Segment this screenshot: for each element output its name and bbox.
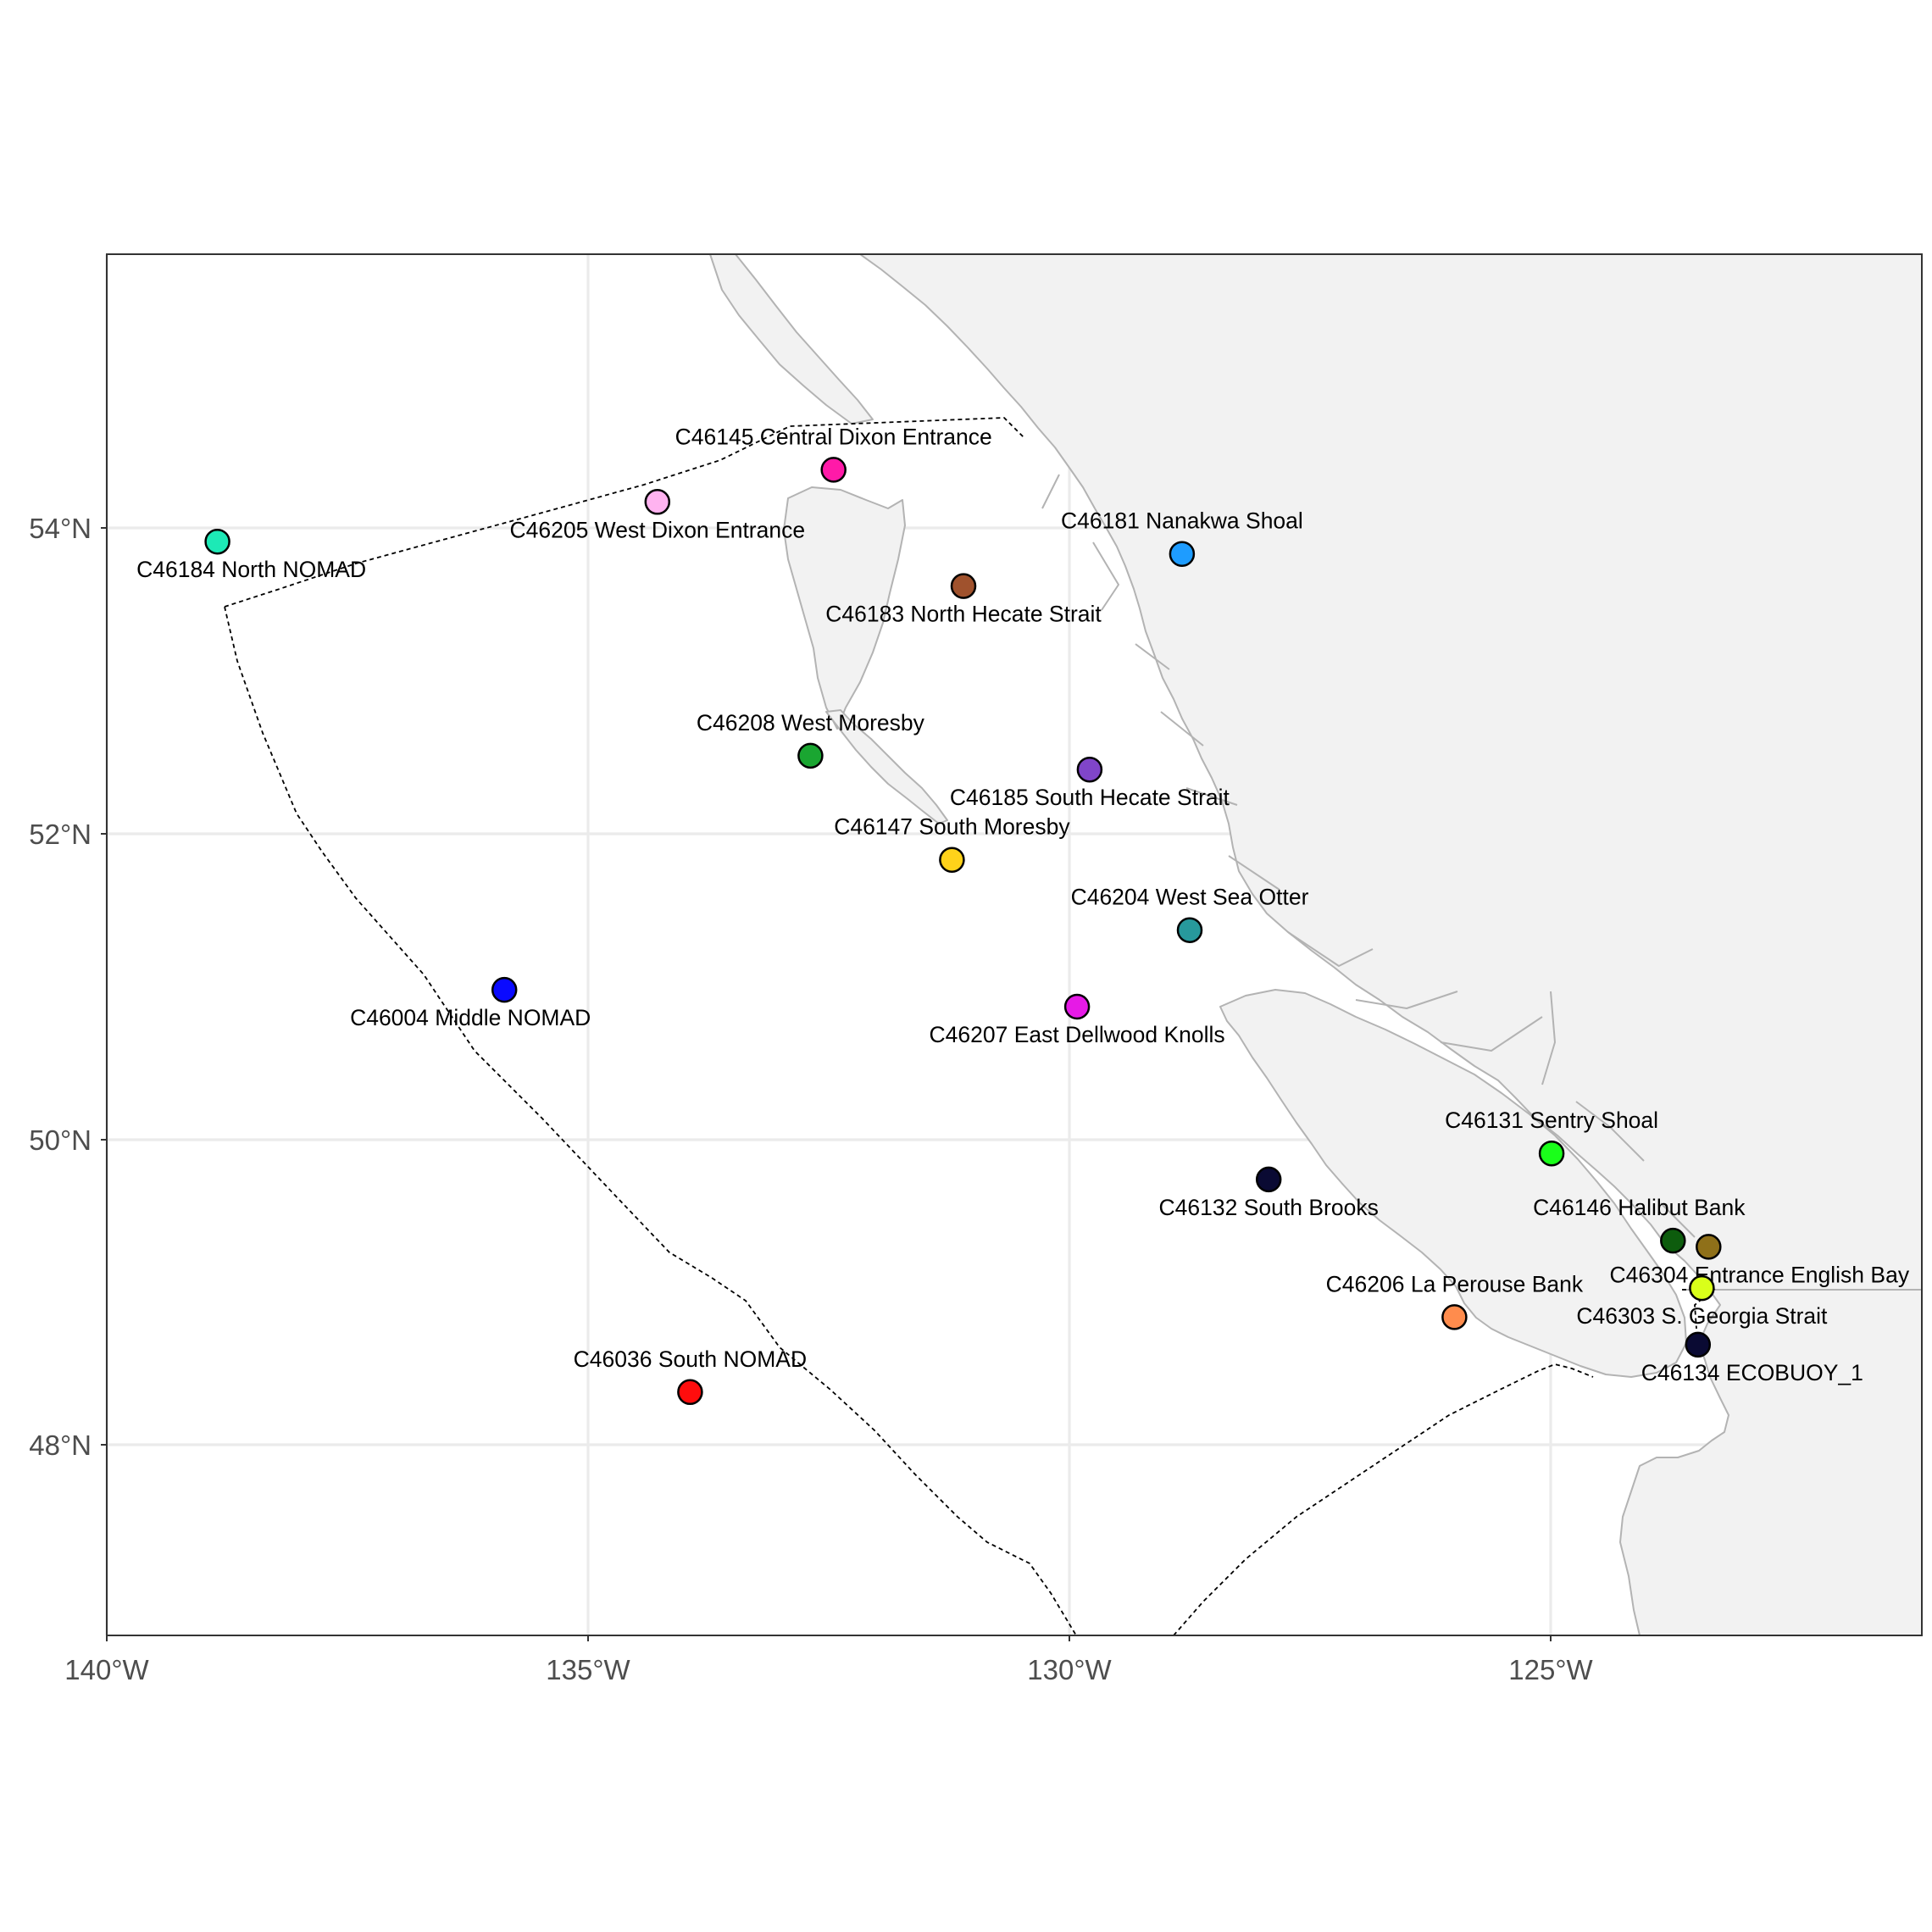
- haida-gwaii-graham-island: [783, 486, 906, 730]
- map-panel-border: [106, 253, 1923, 1636]
- station-C46132: C46132 South Brooks: [1159, 1166, 1379, 1220]
- station-label: C46185 South Hecate Strait: [950, 785, 1230, 810]
- station-C46036: C46036 South NOMAD: [574, 1346, 807, 1406]
- station-marker: [204, 528, 230, 555]
- station-C46146: C46146 Halibut Bank: [1533, 1195, 1746, 1254]
- station-label: C46004 Middle NOMAD: [350, 1005, 591, 1030]
- station-marker: [1685, 1331, 1712, 1358]
- station-C46304: C46304 Entrance English Bay: [1610, 1234, 1910, 1287]
- station-C46147: C46147 South Moresby: [834, 814, 1070, 873]
- x-axis: 140°W 135°W 130°W 125°W: [64, 1635, 1594, 1685]
- station-label: C46146 Halibut Bank: [1533, 1195, 1746, 1220]
- x-tick-label: 125°W: [1508, 1654, 1593, 1685]
- station-marker: [1538, 1140, 1565, 1167]
- station-label: C46181 Nanakwa Shoal: [1061, 508, 1303, 534]
- station-label: C46184 North NOMAD: [136, 557, 366, 582]
- buoy-stations: C46184 North NOMAD C46205 West Dixon Entr…: [136, 424, 1910, 1406]
- station-marker: [797, 742, 824, 769]
- station-label: C46204 West Sea Otter: [1071, 885, 1309, 910]
- coastline: [709, 253, 1923, 1636]
- station-label: C46134 ECOBUOY_1: [1641, 1360, 1863, 1385]
- station-marker: [1176, 917, 1203, 943]
- station-label: C46131 Sentry Shoal: [1445, 1108, 1658, 1133]
- station-C46184: C46184 North NOMAD: [136, 528, 366, 582]
- x-tick-label: 140°W: [64, 1654, 149, 1685]
- haida-gwaii-moresby-island: [825, 709, 948, 824]
- station-label: C46036 South NOMAD: [574, 1346, 807, 1372]
- canada-eez-boundary: [224, 417, 1077, 1636]
- y-tick-label: 48°N: [29, 1430, 92, 1461]
- station-C46185: C46185 South Hecate Strait: [950, 756, 1230, 810]
- station-C46181: C46181 Nanakwa Shoal: [1061, 508, 1303, 567]
- y-axis: 48°N 50°N 52°N 54°N: [29, 513, 107, 1461]
- coastal-inlets: [1041, 474, 1696, 1238]
- station-marker: [1063, 993, 1091, 1020]
- station-C46206: C46206 La Perouse Bank: [1326, 1271, 1584, 1330]
- station-label: C46205 West Dixon Entrance: [509, 517, 805, 542]
- station-label: C46206 La Perouse Bank: [1326, 1271, 1584, 1296]
- vancouver-island: [1219, 989, 1687, 1378]
- station-label: C46183 North Hecate Strait: [825, 602, 1102, 627]
- station-C46303: C46303 S. Georgia Strait: [1576, 1274, 1828, 1329]
- station-C46204: C46204 West Sea Otter: [1071, 885, 1309, 943]
- x-tick-label: 130°W: [1027, 1654, 1112, 1685]
- station-C46131: C46131 Sentry Shoal: [1445, 1108, 1658, 1167]
- station-C46145: C46145 Central Dixon Entrance: [675, 424, 992, 483]
- y-tick-label: 54°N: [29, 513, 92, 544]
- station-marker: [1660, 1227, 1686, 1254]
- station-label: C46132 South Brooks: [1159, 1195, 1379, 1220]
- station-C46004: C46004 Middle NOMAD: [350, 976, 591, 1030]
- station-label: C46147 South Moresby: [834, 814, 1070, 840]
- station-C46205: C46205 West Dixon Entrance: [509, 489, 805, 542]
- station-marker: [939, 847, 965, 873]
- station-C46208: C46208 West Moresby: [697, 710, 925, 769]
- station-marker: [644, 489, 671, 515]
- station-C46207: C46207 East Dellwood Knolls: [930, 993, 1225, 1047]
- station-marker: [1076, 756, 1103, 783]
- station-marker: [820, 457, 847, 483]
- x-tick-label: 135°W: [546, 1654, 630, 1685]
- y-tick-label: 52°N: [29, 819, 92, 850]
- station-marker: [1169, 541, 1196, 567]
- station-label: C46207 East Dellwood Knolls: [930, 1022, 1225, 1047]
- station-C46134: C46134 ECOBUOY_1: [1641, 1331, 1863, 1385]
- station-label: C46304 Entrance English Bay: [1610, 1262, 1910, 1287]
- station-label: C46145 Central Dixon Entrance: [675, 424, 992, 449]
- station-marker: [1696, 1234, 1722, 1260]
- y-tick-label: 50°N: [29, 1124, 92, 1156]
- station-marker: [950, 573, 977, 599]
- mainland: [859, 253, 1923, 1636]
- station-label: C46303 S. Georgia Strait: [1576, 1303, 1828, 1329]
- station-marker: [1441, 1304, 1468, 1330]
- station-marker: [1689, 1274, 1715, 1302]
- station-C46183: C46183 North Hecate Strait: [825, 573, 1102, 627]
- station-marker: [1255, 1166, 1282, 1193]
- station-marker: [491, 976, 518, 1003]
- alaska-panhandle-islands: [709, 253, 874, 425]
- station-marker: [677, 1379, 703, 1406]
- station-label: C46208 West Moresby: [697, 710, 925, 736]
